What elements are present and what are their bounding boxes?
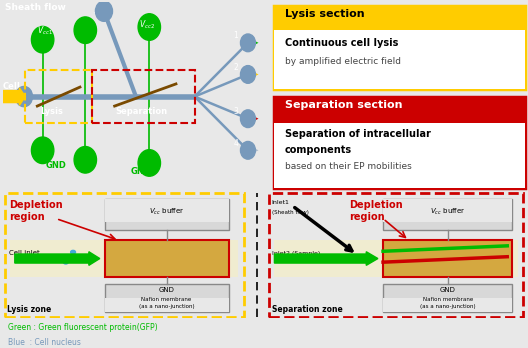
Text: Blue  : Cell nucleus: Blue : Cell nucleus <box>8 338 81 347</box>
Circle shape <box>49 255 54 259</box>
Circle shape <box>15 86 33 107</box>
FancyBboxPatch shape <box>105 299 229 312</box>
FancyBboxPatch shape <box>383 199 512 230</box>
Text: Inlet2 (Sample): Inlet2 (Sample) <box>272 251 320 255</box>
Text: region: region <box>9 212 44 222</box>
Text: Continuous cell lysis: Continuous cell lysis <box>285 38 398 48</box>
FancyBboxPatch shape <box>105 199 229 230</box>
FancyBboxPatch shape <box>275 30 525 89</box>
Circle shape <box>32 137 54 164</box>
Text: 4: 4 <box>233 139 238 148</box>
Text: Cell inlet: Cell inlet <box>9 250 40 256</box>
Text: Nafion membrane: Nafion membrane <box>422 297 473 302</box>
Text: GND: GND <box>158 287 175 293</box>
Text: (as a nano-junction): (as a nano-junction) <box>139 304 194 309</box>
Text: Sheath flow: Sheath flow <box>5 3 66 11</box>
Circle shape <box>71 250 76 254</box>
Text: Cell: Cell <box>3 82 21 91</box>
Circle shape <box>240 65 256 83</box>
Text: (as a nano-junction): (as a nano-junction) <box>420 304 476 309</box>
FancyBboxPatch shape <box>383 240 512 277</box>
FancyBboxPatch shape <box>105 284 229 312</box>
FancyBboxPatch shape <box>275 6 525 89</box>
Text: GND: GND <box>440 287 456 293</box>
FancyArrow shape <box>275 252 378 265</box>
Circle shape <box>32 26 54 53</box>
FancyBboxPatch shape <box>10 240 238 277</box>
Text: Depletion: Depletion <box>9 200 62 211</box>
Text: GND: GND <box>45 161 67 170</box>
FancyBboxPatch shape <box>383 284 512 312</box>
Text: $V_{cc2}$: $V_{cc2}$ <box>139 18 155 31</box>
Text: $V_{cc}$ buffer: $V_{cc}$ buffer <box>149 207 184 218</box>
Text: $V_{cc1}$: $V_{cc1}$ <box>37 24 53 37</box>
Text: Separation: Separation <box>115 107 167 116</box>
FancyArrow shape <box>15 252 100 265</box>
Text: 1: 1 <box>233 31 238 40</box>
Text: Separation section: Separation section <box>285 100 402 110</box>
Circle shape <box>138 150 161 176</box>
Text: Separation of intracellular: Separation of intracellular <box>285 129 431 139</box>
Circle shape <box>240 34 256 52</box>
FancyArrow shape <box>3 88 25 105</box>
Text: Lysis: Lysis <box>41 107 63 116</box>
FancyBboxPatch shape <box>383 199 512 222</box>
Text: Lysis section: Lysis section <box>285 9 364 19</box>
Circle shape <box>240 141 256 159</box>
Circle shape <box>74 147 97 173</box>
Circle shape <box>138 14 161 40</box>
Text: Separation zone: Separation zone <box>272 305 343 314</box>
FancyBboxPatch shape <box>275 96 525 188</box>
Circle shape <box>74 17 97 44</box>
Circle shape <box>96 1 112 21</box>
Text: components: components <box>285 145 352 155</box>
Text: based on their EP mobilities: based on their EP mobilities <box>285 162 411 171</box>
Text: Lysis zone: Lysis zone <box>7 305 52 314</box>
Text: GND: GND <box>131 167 152 176</box>
Text: 2: 2 <box>233 63 238 72</box>
Circle shape <box>240 110 256 128</box>
Text: Green : Green fluorescent protein(GFP): Green : Green fluorescent protein(GFP) <box>8 323 157 332</box>
Text: Nafion membrane: Nafion membrane <box>142 297 192 302</box>
FancyBboxPatch shape <box>275 240 517 277</box>
Text: Inlet1: Inlet1 <box>272 200 290 205</box>
Text: 3: 3 <box>233 107 238 116</box>
FancyBboxPatch shape <box>105 240 229 277</box>
Text: Depletion: Depletion <box>350 200 403 211</box>
Text: region: region <box>350 212 385 222</box>
Text: by amplified electric field: by amplified electric field <box>285 57 401 66</box>
FancyBboxPatch shape <box>383 299 512 312</box>
FancyBboxPatch shape <box>105 199 229 222</box>
Text: $V_{cc}$ buffer: $V_{cc}$ buffer <box>430 207 466 218</box>
FancyBboxPatch shape <box>275 123 525 188</box>
Text: (Sheath flow): (Sheath flow) <box>272 209 309 215</box>
Circle shape <box>63 260 68 264</box>
